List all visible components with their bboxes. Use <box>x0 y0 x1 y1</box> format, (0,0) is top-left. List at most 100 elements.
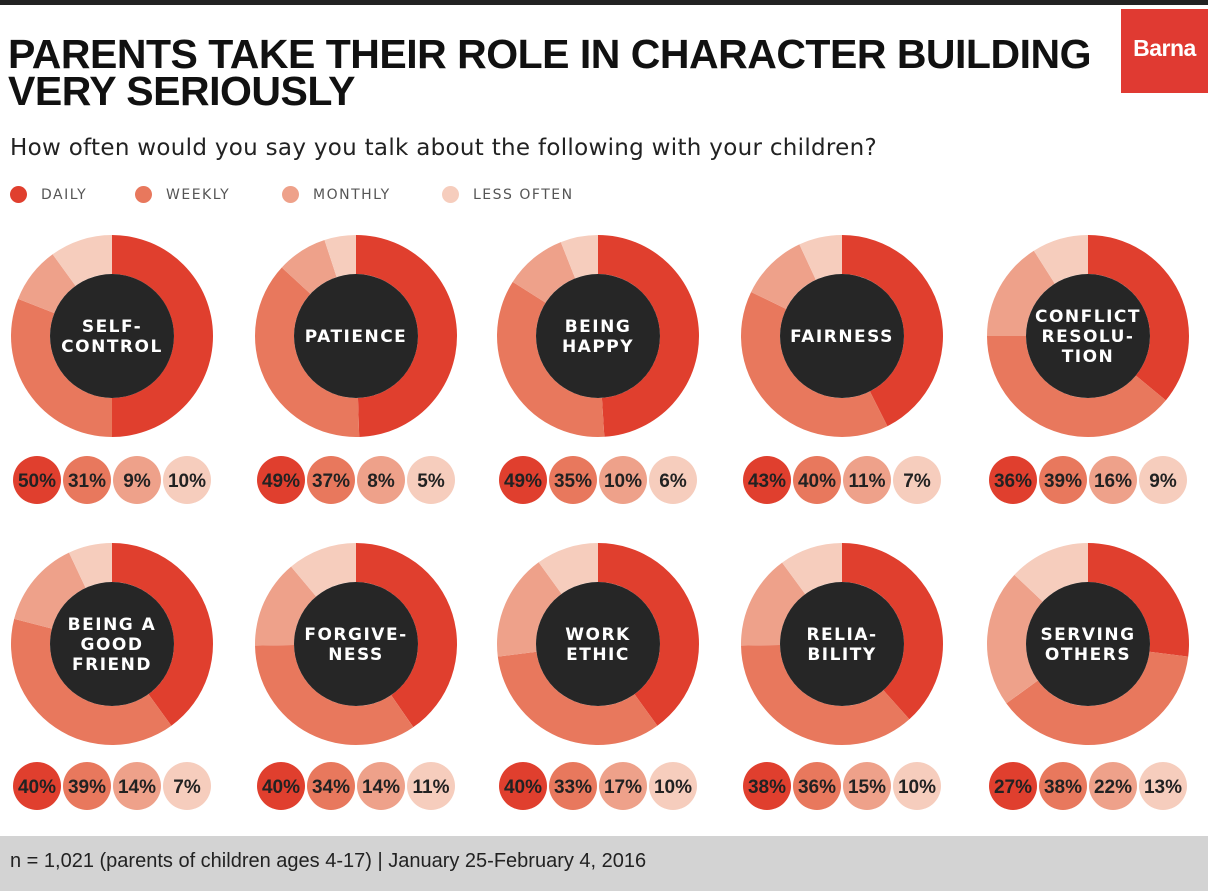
donut-self-control: SELF-CONTROL 50% 31% 9% 10% <box>11 235 214 504</box>
pct-label-being-a-good-friend-less-often: 7% <box>173 777 201 798</box>
center-label-patience-line-1: PATIENCE <box>305 327 408 347</box>
slice-self-control-monthly <box>18 254 76 314</box>
top-rule <box>0 0 1208 5</box>
pct-badge-forgive-ness-monthly <box>357 762 405 810</box>
donut-fairness: FAIRNESS 43% 40% 11% 7% <box>741 235 943 504</box>
legend-swatch-less-often <box>442 186 459 203</box>
pct-badge-serving-others-weekly <box>1039 762 1087 810</box>
slice-conflict-resolu-tion-weekly <box>987 336 1166 437</box>
pct-label-serving-others-monthly: 22% <box>1094 777 1132 798</box>
slice-being-happy-weekly <box>497 281 605 437</box>
pct-label-being-a-good-friend-weekly: 39% <box>68 777 106 798</box>
legend-label-less-often: LESS OFTEN <box>473 186 574 203</box>
slice-serving-others-weekly <box>1006 651 1189 746</box>
pct-badge-fairness-weekly <box>793 456 841 504</box>
pct-label-being-happy-monthly: 10% <box>604 471 642 492</box>
pct-badge-serving-others-daily <box>989 762 1037 810</box>
donut-center-being-a-good-friend <box>50 582 174 706</box>
center-label-conflict-resolu-tion-line-3: TION <box>1062 347 1115 367</box>
legend-item-daily: DAILY <box>10 186 87 203</box>
slice-conflict-resolu-tion-daily <box>1088 235 1189 401</box>
donut-forgive-ness: FORGIVE-NESS 40% 34% 14% 11% <box>255 543 457 810</box>
pct-badge-serving-others-monthly <box>1089 762 1137 810</box>
pct-label-patience-daily: 49% <box>262 471 300 492</box>
pct-badge-being-happy-monthly <box>599 456 647 504</box>
pct-label-conflict-resolu-tion-weekly: 39% <box>1044 471 1082 492</box>
center-label-being-happy-line-1: BEING <box>565 317 632 337</box>
center-label-work-ethic-line-1: WORK <box>565 625 630 645</box>
slice-fairness-monthly <box>751 244 816 309</box>
slice-self-control-less-often <box>52 235 112 286</box>
pct-label-being-happy-weekly: 35% <box>554 471 592 492</box>
pct-label-work-ethic-monthly: 17% <box>604 777 642 798</box>
legend-label-monthly: MONTHLY <box>313 186 391 203</box>
pct-label-relia-bility-weekly: 36% <box>798 777 836 798</box>
slice-being-a-good-friend-less-often <box>68 543 112 588</box>
pct-badge-fairness-daily <box>743 456 791 504</box>
pct-label-forgive-ness-daily: 40% <box>262 777 300 798</box>
center-label-conflict-resolu-tion-line-1: CONFLICT <box>1035 307 1141 327</box>
pct-badge-work-ethic-less-often <box>649 762 697 810</box>
donut-center-patience <box>294 274 418 398</box>
pct-label-patience-weekly: 37% <box>312 471 350 492</box>
donut-relia-bility: RELIA-BILITY 38% 36% 15% 10% <box>741 543 943 810</box>
pct-label-patience-monthly: 8% <box>367 471 395 492</box>
center-label-being-happy-line-2: HAPPY <box>562 337 634 357</box>
slice-work-ethic-monthly <box>497 562 562 657</box>
legend-swatch-weekly <box>135 186 152 203</box>
slice-serving-others-daily <box>1088 543 1189 657</box>
donut-center-self-control <box>50 274 174 398</box>
slice-self-control-daily <box>112 235 214 437</box>
pct-badge-patience-daily <box>257 456 305 504</box>
slice-relia-bility-daily <box>842 543 943 720</box>
pct-badge-relia-bility-monthly <box>843 762 891 810</box>
center-label-conflict-resolu-tion-line-2: RESOLU- <box>1042 327 1135 347</box>
donut-center-relia-bility <box>780 582 904 706</box>
slice-self-control-weekly <box>11 298 113 437</box>
slice-relia-bility-weekly <box>741 644 910 745</box>
donut-center-fairness <box>780 274 904 398</box>
pct-label-fairness-daily: 43% <box>748 471 786 492</box>
pct-badge-work-ethic-weekly <box>549 762 597 810</box>
pct-badge-work-ethic-daily <box>499 762 547 810</box>
pct-badge-being-a-good-friend-weekly <box>63 762 111 810</box>
pct-label-being-a-good-friend-daily: 40% <box>18 777 56 798</box>
center-label-self-control-line-1: SELF- <box>82 317 142 337</box>
slice-patience-daily <box>356 235 457 437</box>
pct-badge-conflict-resolu-tion-weekly <box>1039 456 1087 504</box>
title-line-1: PARENTS TAKE THEIR ROLE IN CHARACTER BUI… <box>8 31 1091 77</box>
pct-badge-forgive-ness-weekly <box>307 762 355 810</box>
pct-label-self-control-weekly: 31% <box>68 471 106 492</box>
slice-serving-others-less-often <box>1014 543 1088 602</box>
pct-badge-serving-others-less-often <box>1139 762 1187 810</box>
pct-badge-patience-weekly <box>307 456 355 504</box>
pct-badge-conflict-resolu-tion-monthly <box>1089 456 1137 504</box>
pct-label-conflict-resolu-tion-monthly: 16% <box>1094 471 1132 492</box>
slice-forgive-ness-daily <box>356 543 457 728</box>
donut-center-serving-others <box>1026 582 1150 706</box>
slice-fairness-daily <box>842 235 943 427</box>
donut-center-work-ethic <box>536 582 660 706</box>
pct-label-being-happy-daily: 49% <box>504 471 542 492</box>
center-label-relia-bility-line-1: RELIA- <box>806 625 877 645</box>
pct-label-self-control-monthly: 9% <box>123 471 151 492</box>
slice-forgive-ness-monthly <box>255 566 317 646</box>
pct-badge-being-happy-daily <box>499 456 547 504</box>
legend-swatch-monthly <box>282 186 299 203</box>
donut-center-being-happy <box>536 274 660 398</box>
slice-patience-weekly <box>254 267 360 437</box>
pct-badge-self-control-monthly <box>113 456 161 504</box>
pct-badge-relia-bility-weekly <box>793 762 841 810</box>
footer: n = 1,021 (parents of children ages 4-17… <box>0 836 1208 891</box>
center-label-forgive-ness-line-2: NESS <box>328 645 384 665</box>
pct-badge-being-a-good-friend-less-often <box>163 762 211 810</box>
pct-badge-self-control-daily <box>13 456 61 504</box>
legend-label-daily: DAILY <box>41 186 88 203</box>
pct-label-patience-less-often: 5% <box>417 471 445 492</box>
slice-being-a-good-friend-weekly <box>11 618 172 745</box>
